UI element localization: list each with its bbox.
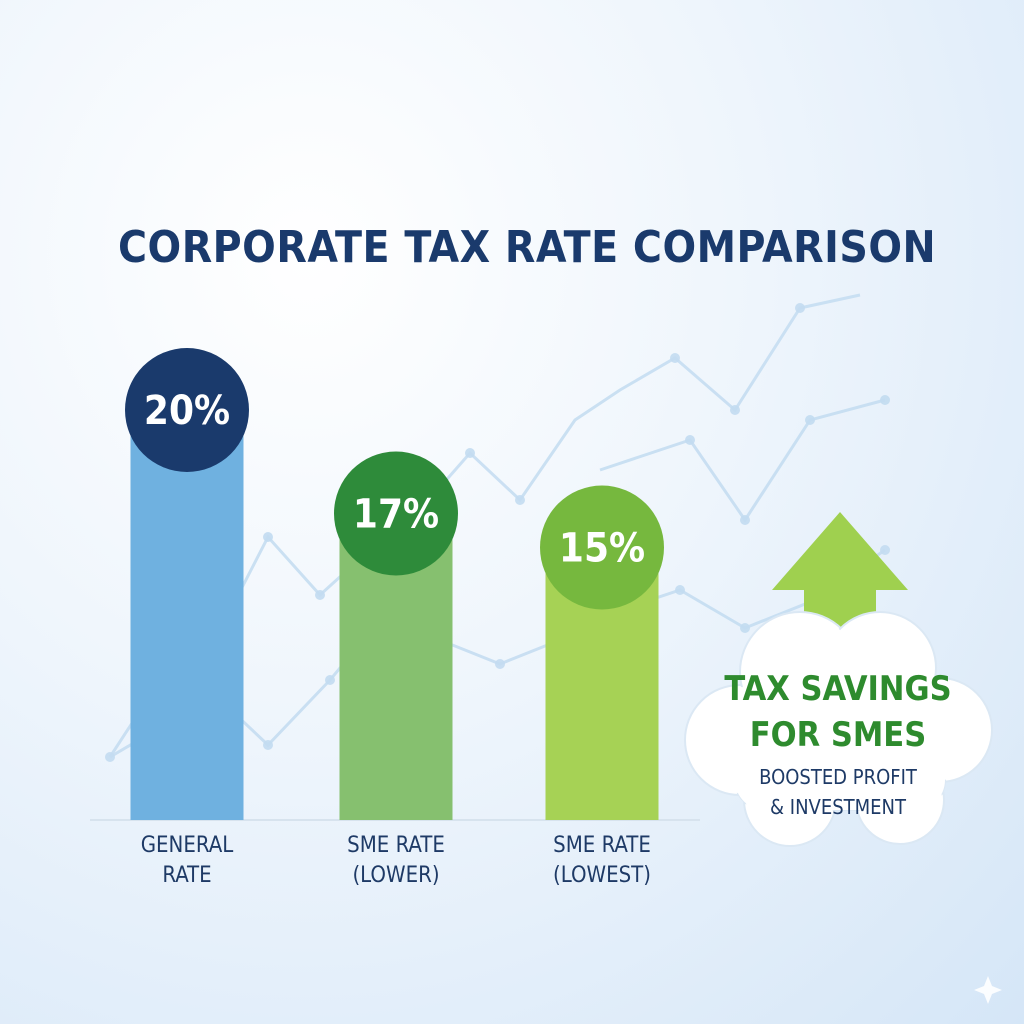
value-bubble-1 (125, 348, 249, 472)
bar-1 (130, 430, 244, 820)
tax-savings-callout: TAX SAVINGS FOR SMES BOOSTED PROFIT & IN… (684, 512, 993, 847)
chart-title: CORPORATE TAX RATE COMPARISON (118, 222, 936, 273)
data-label-3: 15% (559, 526, 645, 572)
category-label-2-line-1: SME RATE (347, 833, 445, 858)
callout-subtitle-line-1: BOOSTED PROFIT (759, 765, 918, 789)
data-label-2: 17% (353, 492, 439, 538)
value-bubble-2 (334, 451, 458, 576)
callout-title-line-1: TAX SAVINGS (724, 669, 951, 709)
data-label-1: 20% (144, 388, 230, 434)
category-label-3-line-1: SME RATE (553, 833, 651, 858)
category-label-3-line-2: (LOWEST) (553, 863, 651, 888)
category-label-1-line-1: GENERAL (141, 833, 234, 858)
category-labels: GENERAL RATE SME RATE (LOWER) SME RATE (LOWES… (141, 833, 651, 888)
category-label-1-line-2: RATE (162, 863, 211, 888)
callout-title-line-2: FOR SMES (750, 715, 927, 755)
sparkle-icon (974, 976, 1002, 1004)
background-trend-dots (105, 303, 890, 762)
category-label-2-line-2: (LOWER) (352, 863, 439, 888)
value-bubble-3 (540, 485, 664, 610)
value-bubbles: 20% 17% 15% (125, 348, 664, 610)
callout-subtitle-line-2: & INVESTMENT (770, 795, 907, 819)
